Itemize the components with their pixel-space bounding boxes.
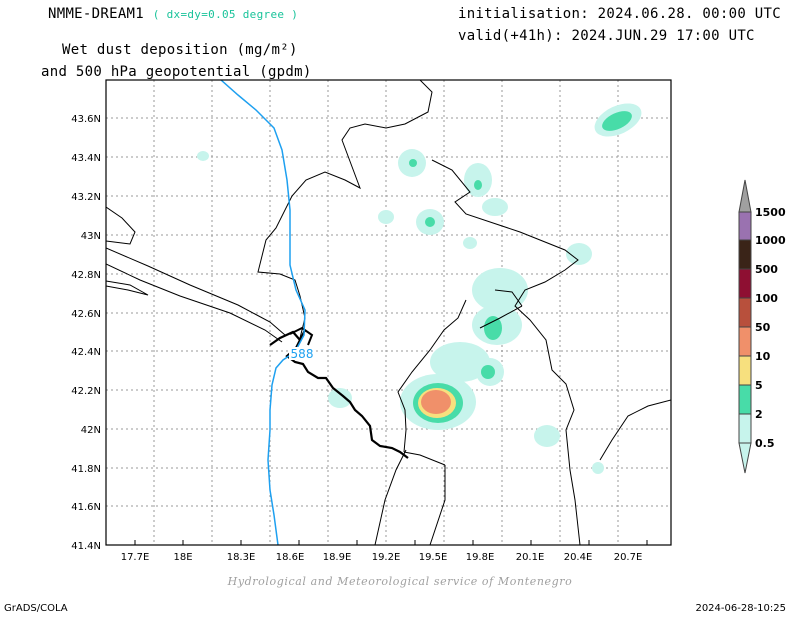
lon-label: 18.9E [323,552,352,563]
color-legend: 1500 1000 500 100 50 10 5 2 0.5 [738,179,786,474]
lat-label: 43.2N [71,192,101,203]
lon-label: 19.5E [419,552,448,563]
graticule [106,80,671,545]
legend-arrow-top [738,179,752,213]
legend-label: 1000 [755,234,786,247]
resolution-label: ( dx=dy=0.05 degree ) [152,8,299,21]
timestamp-label: 2024-06-28-10:25 [695,603,786,614]
legend-label: 500 [755,263,778,276]
legend-label: 1500 [755,206,786,219]
lon-label: 20.7E [614,552,643,563]
model-name: NMME-DREAM1 ( dx=dy=0.05 degree ) [48,6,298,22]
lon-label: 20.4E [564,552,593,563]
valid-time-label: valid(+41h): 2024.JUN.29 17:00 UTC [458,28,755,44]
legend-labels: 1500 1000 500 100 50 10 5 2 0.5 [755,206,786,450]
legend-swatch [738,211,752,241]
legend-label: 50 [755,321,771,334]
lat-label: 43N [81,231,101,242]
lat-label: 41.8N [71,464,101,475]
legend-swatch [738,384,752,415]
lat-labels: 43.6N 43.4N 43.2N 43N 42.8N 42.6N 42.4N … [71,114,101,552]
map-frame [105,79,672,546]
legend-label: 2 [755,408,763,421]
contour-label-bg [289,347,315,360]
legend-swatch [738,297,752,328]
lat-label: 42N [81,425,101,436]
legend-swatch [738,239,752,270]
geopotential-contour [220,80,306,545]
legend-swatch [738,355,752,386]
model-label: NMME-DREAM1 [48,6,145,22]
coastline-bold-bay [289,326,314,346]
lon-label: 20.1E [516,552,545,563]
lat-label: 43.4N [71,153,101,164]
lon-label: 19.8E [466,552,495,563]
initialisation-label: initialisation: 2024.06.28. 00:00 UTC [458,6,781,22]
grads-label: GrADS/COLA [4,603,68,614]
legend-label: 10 [755,350,771,363]
lat-label: 42.4N [71,347,101,358]
legend-label: 0.5 [755,437,775,450]
lat-label: 42.2N [71,386,101,397]
dust-deposition-field [197,103,642,474]
lon-label: 18.6E [276,552,305,563]
lat-label: 43.6N [71,114,101,125]
lat-label: 42.6N [71,309,101,320]
legend-swatch [738,268,752,299]
legend-swatch [738,326,752,357]
map-title-line1: Wet dust deposition (mg/m²) [62,42,298,58]
legend-label: 100 [755,292,778,305]
lat-label: 41.4N [71,541,101,552]
credit-line: Hydrological and Meteorological service … [227,575,573,588]
legend-label: 5 [755,379,763,392]
lat-label: 42.8N [71,270,101,281]
lon-label: 17.7E [121,552,150,563]
lat-label: 41.6N [71,502,101,513]
contour-label: 588 [291,347,314,361]
legend-swatch [738,413,752,444]
lon-ticks [134,540,648,545]
lon-label: 18.3E [227,552,256,563]
lon-labels: 17.7E 18E 18.3E 18.6E 18.9E 19.2E 19.5E … [121,552,643,563]
legend-swatches [738,211,752,444]
legend-arrow-bottom [738,442,752,474]
lon-label: 19.2E [372,552,401,563]
lon-label: 18E [173,552,192,563]
coastlines-borders [106,80,671,545]
map-title-line2: and 500 hPa geopotential (gpdm) [41,64,312,80]
